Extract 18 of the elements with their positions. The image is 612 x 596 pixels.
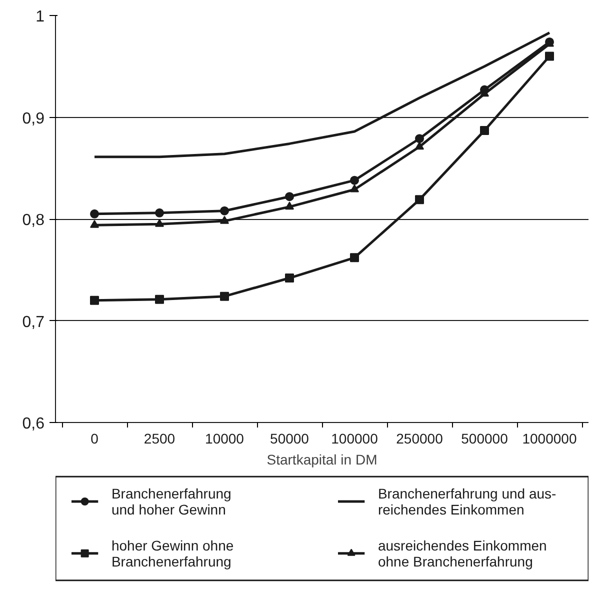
y-tick-label: 0,7 [22, 314, 45, 331]
x-tick-label: 2500 [144, 430, 176, 446]
y-tick-label: 1 [36, 8, 45, 26]
y-tick-label: 0,8 [22, 212, 45, 229]
x-tick-label: 50000 [270, 430, 310, 446]
x-axis-title: Startkapital in DM [266, 452, 378, 468]
y-tick-label: 0,9 [22, 110, 45, 128]
x-tick-label: 10000 [205, 430, 244, 446]
x-tick-label: 250000 [396, 430, 444, 446]
x-tick-label: 0 [90, 430, 99, 446]
legend-label: ausreichendes Einkommen ohne Branchenerfahrung [378, 537, 547, 570]
x-tick-label: 500000 [461, 430, 508, 446]
legend-label: Branchenerfahrung und hoher Gewinn [111, 486, 232, 518]
y-tick-label: 0,6 [22, 416, 45, 432]
x-tick-label: 100000 [331, 430, 378, 446]
legend-label: Branchenerfahrung und aus- reichendes Einkommen [378, 486, 557, 518]
legend-label: hoher Gewinn ohne Branchenerfahrung [111, 537, 234, 570]
x-tick-label: 1000000 [522, 430, 577, 446]
